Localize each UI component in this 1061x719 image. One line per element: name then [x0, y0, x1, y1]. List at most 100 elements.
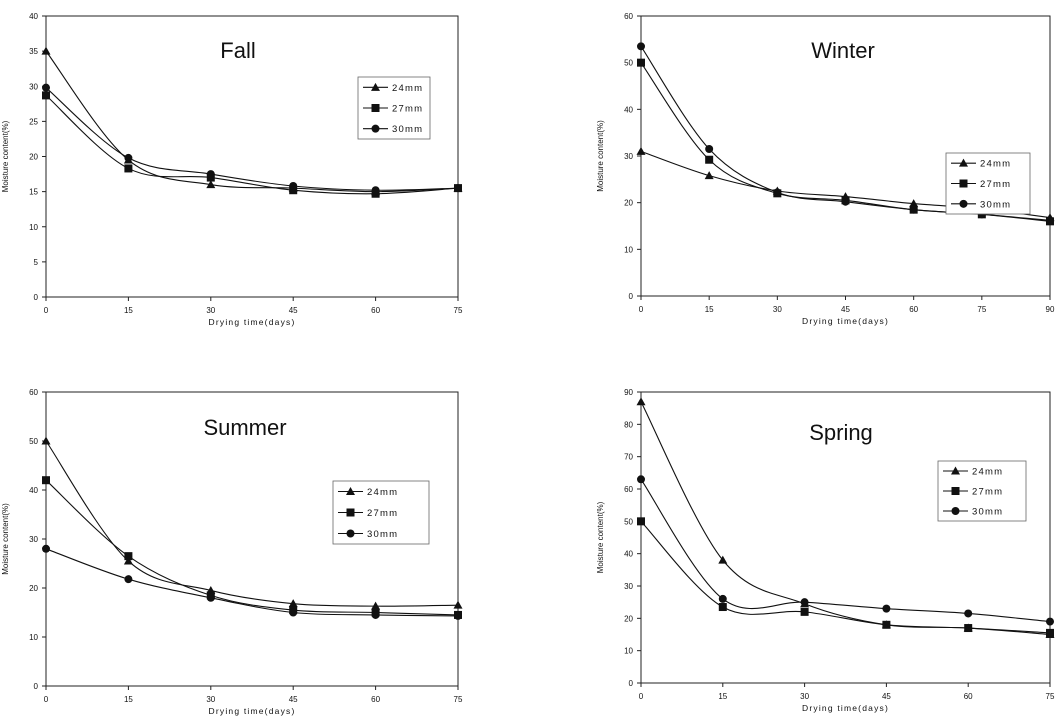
y-axis-label: Moisture content(%) [596, 501, 605, 573]
legend: 24mm 27mm 30mm [937, 460, 1027, 522]
x-tick-label: 30 [206, 306, 215, 315]
data-point [704, 171, 714, 180]
data-point [454, 184, 462, 193]
y-tick-label: 90 [624, 388, 633, 397]
x-tick-label: 15 [705, 305, 714, 314]
chart-spring: 0 10 20 30 40 50 60 70 80 90 0 15 30 45 60 75 Drying tim… [596, 388, 1055, 713]
x-tick-label: 75 [454, 306, 463, 315]
chart-fall: 0 5 10 15 20 25 30 35 40 0 15 30 45 60 75 Drying time(d… [1, 12, 463, 327]
x-tick-label: 75 [454, 695, 463, 704]
series-line [45, 94, 459, 195]
legend-label: 27mm [980, 179, 1011, 190]
y-tick-label: 50 [624, 59, 633, 68]
x-axis-label: Drying time(days) [802, 703, 889, 713]
legend-marker [371, 124, 380, 133]
data-point [800, 607, 809, 616]
y-tick-label: 40 [29, 12, 38, 21]
series-line [45, 87, 459, 191]
x-tick-label: 45 [289, 306, 298, 315]
x-axis-label: Drying time(days) [802, 316, 889, 326]
x-tick-label: 30 [800, 692, 809, 701]
x-tick-label: 75 [977, 305, 986, 314]
data-point [289, 186, 298, 195]
y-tick-label: 50 [624, 517, 633, 526]
series-30mm [637, 475, 1054, 626]
chart-title: Spring [809, 420, 873, 445]
legend-marker [951, 466, 960, 475]
data-point [637, 475, 645, 484]
x-tick-label: 60 [371, 306, 380, 315]
data-point [371, 186, 380, 195]
data-point [636, 146, 646, 155]
legend-label: 27mm [972, 487, 1003, 498]
y-tick-label: 60 [624, 12, 633, 21]
y-axis-label: Moisture content(%) [1, 120, 10, 192]
data-point [637, 58, 645, 67]
chart-title: Fall [220, 38, 255, 63]
series-line [640, 520, 1051, 634]
x-tick-label: 90 [1046, 305, 1055, 314]
data-point [705, 145, 714, 153]
legend-marker [951, 487, 960, 495]
x-axis-label: Drying time(days) [209, 317, 296, 327]
legend-marker [959, 158, 968, 167]
legend-marker [371, 82, 380, 91]
data-point [371, 601, 381, 610]
legend-label: 30mm [367, 529, 398, 540]
y-tick-label: 40 [624, 105, 633, 114]
y-tick-label: 40 [29, 486, 38, 495]
legend-marker [371, 104, 380, 112]
data-point [705, 155, 714, 164]
x-tick-label: 60 [909, 305, 918, 314]
x-tick-label: 15 [718, 692, 727, 701]
legend-marker [959, 179, 968, 188]
data-point [124, 153, 133, 162]
x-tick-label: 0 [639, 305, 644, 314]
x-tick-label: 15 [124, 695, 133, 704]
x-tick-label: 45 [289, 695, 298, 704]
legend-label: 24mm [980, 159, 1011, 170]
y-tick-label: 60 [624, 485, 633, 494]
legend-marker [951, 507, 960, 515]
y-tick-label: 10 [29, 223, 38, 232]
legend-label: 30mm [972, 507, 1003, 518]
x-tick-label: 0 [639, 692, 644, 701]
x-tick-label: 45 [882, 692, 891, 701]
data-point [42, 83, 50, 92]
series-line [640, 478, 1051, 623]
legend-marker [959, 199, 968, 208]
chart-winter: 0 10 20 30 40 50 60 0 15 30 45 60 75 90 Drying time(da… [596, 12, 1055, 326]
series-line [45, 548, 459, 617]
legend-label: 27mm [367, 508, 398, 519]
y-axis-label: Moisture content(%) [1, 503, 10, 575]
legend: 24mm 27mm 30mm [357, 76, 431, 140]
y-tick-label: 0 [34, 682, 39, 691]
y-tick-label: 20 [29, 153, 38, 162]
y-axis-label: Moisture content(%) [596, 120, 605, 192]
data-point [41, 436, 51, 445]
data-point [841, 197, 850, 206]
data-point [42, 544, 50, 553]
y-tick-label: 5 [34, 258, 39, 267]
y-tick-label: 20 [624, 199, 633, 208]
data-point [453, 600, 463, 609]
data-point [289, 182, 298, 191]
legend: 24mm 27mm 30mm [945, 152, 1031, 215]
x-tick-label: 60 [964, 692, 973, 701]
data-point [882, 604, 891, 613]
legend-label: 30mm [980, 199, 1011, 210]
data-point [773, 188, 782, 197]
data-point [206, 180, 216, 189]
data-point [124, 552, 133, 561]
x-tick-label: 15 [124, 306, 133, 315]
legend: 24mm 27mm 30mm [332, 480, 430, 545]
data-point [124, 575, 133, 584]
data-point [718, 594, 727, 603]
data-point [1046, 216, 1054, 225]
x-tick-label: 30 [773, 305, 782, 314]
data-point [206, 170, 215, 179]
data-point [1046, 628, 1054, 637]
legend-label: 24mm [367, 487, 398, 498]
data-point [288, 599, 298, 608]
